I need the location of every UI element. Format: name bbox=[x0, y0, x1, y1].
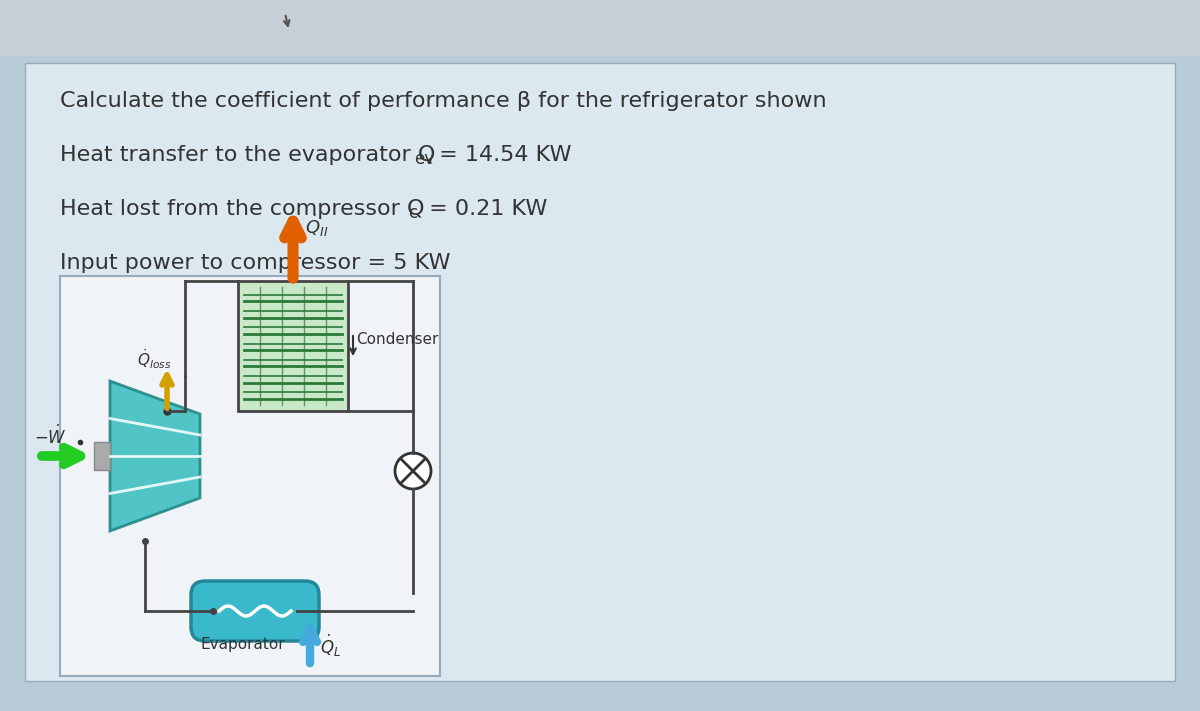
FancyBboxPatch shape bbox=[25, 63, 1175, 681]
Text: $\dot{Q}_{loss}$: $\dot{Q}_{loss}$ bbox=[137, 348, 172, 371]
Text: = 0.21 KW: = 0.21 KW bbox=[422, 199, 547, 219]
Circle shape bbox=[395, 453, 431, 489]
FancyBboxPatch shape bbox=[238, 281, 348, 411]
FancyBboxPatch shape bbox=[94, 442, 110, 470]
Text: $\dot{Q}_{II}$: $\dot{Q}_{II}$ bbox=[305, 213, 329, 239]
Text: $\dot{Q}_L$: $\dot{Q}_L$ bbox=[320, 633, 341, 659]
Text: Evaporator: Evaporator bbox=[200, 637, 284, 652]
FancyBboxPatch shape bbox=[0, 0, 1200, 56]
Text: Calculate the coefficient of performance β for the refrigerator shown: Calculate the coefficient of performance… bbox=[60, 91, 827, 111]
FancyBboxPatch shape bbox=[60, 276, 440, 676]
Text: Input power to compressor = 5 KW: Input power to compressor = 5 KW bbox=[60, 253, 450, 273]
Text: Heat transfer to the evaporator Q: Heat transfer to the evaporator Q bbox=[60, 145, 436, 165]
Text: ev: ev bbox=[414, 150, 434, 168]
Text: c: c bbox=[408, 204, 418, 222]
Polygon shape bbox=[110, 381, 200, 531]
Text: $-\dot{W}$: $-\dot{W}$ bbox=[34, 424, 66, 447]
FancyBboxPatch shape bbox=[191, 581, 319, 641]
Text: Heat lost from the compressor Q: Heat lost from the compressor Q bbox=[60, 199, 425, 219]
Text: = 14.54 KW: = 14.54 KW bbox=[432, 145, 571, 165]
Text: Condenser: Condenser bbox=[356, 332, 438, 347]
